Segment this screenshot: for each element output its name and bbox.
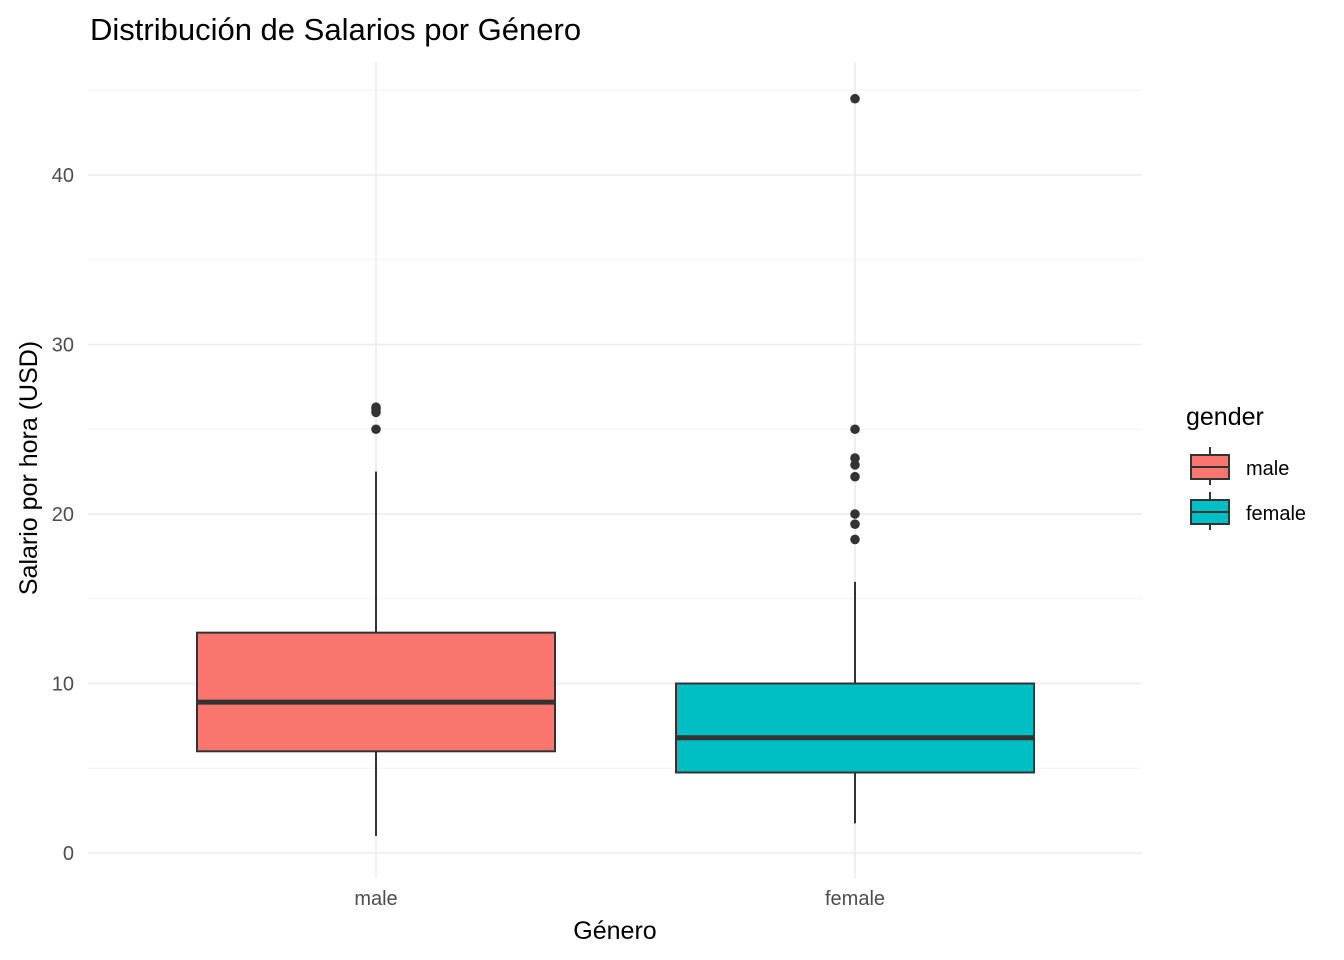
chart-title: Distribución de Salarios por Género <box>90 12 581 47</box>
outlier-point <box>850 93 860 104</box>
outlier-point <box>850 453 860 463</box>
x-tick-label: female <box>825 888 885 910</box>
box-iqr <box>196 631 556 753</box>
legend-label-female: female <box>1246 503 1306 525</box>
y-axis-title: Salario por hora (USD) <box>15 341 43 595</box>
outlier-point <box>850 471 860 482</box>
outlier-point <box>850 519 860 529</box>
y-tick-label: 10 <box>52 674 74 696</box>
box-iqr <box>675 682 1035 774</box>
legend: gender male female <box>1186 403 1306 530</box>
y-tick-label: 40 <box>52 165 74 187</box>
x-axis-title: Género <box>573 917 656 945</box>
y-tick-label: 30 <box>52 335 74 357</box>
outlier-point <box>371 402 381 413</box>
box-layer <box>196 93 1035 837</box>
box-group-male <box>196 402 556 837</box>
legend-title: gender <box>1186 403 1264 431</box>
outlier-point <box>850 460 860 470</box>
y-axis-tick-labels: 0 10 20 30 40 <box>52 165 74 865</box>
outlier-point <box>850 509 860 519</box>
x-tick-label: male <box>354 888 397 910</box>
outlier-point <box>850 424 860 435</box>
box-group-female <box>675 93 1035 824</box>
legend-label-male: male <box>1246 458 1289 480</box>
y-tick-label: 20 <box>52 504 74 526</box>
y-tick-label: 0 <box>63 843 74 865</box>
outlier-point <box>371 424 381 435</box>
outlier-point <box>850 534 860 545</box>
x-axis-tick-labels: male female <box>354 888 885 910</box>
